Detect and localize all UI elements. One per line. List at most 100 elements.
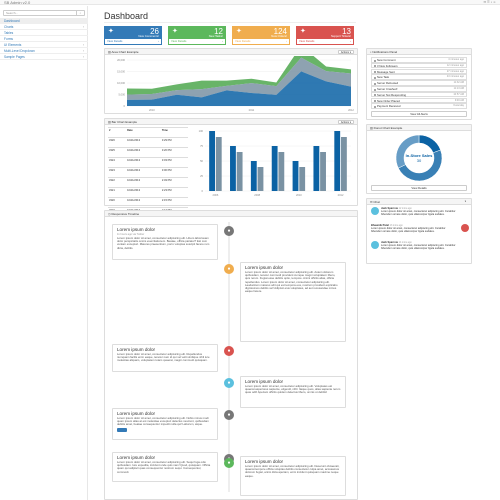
- comments-icon: ✉: [370, 200, 374, 204]
- table-cell: 2:15 PM: [160, 197, 188, 208]
- view-details-label: View Details: [299, 39, 315, 43]
- chat-author: Bhaumik Patel: [371, 224, 389, 227]
- area-chart: 0 5,000 10,000 15,000 20,000 2010 2011 2012: [117, 56, 354, 112]
- notification-time: Yesterday: [452, 104, 464, 108]
- view-details-label: View Details: [107, 39, 123, 43]
- table-cell: 3:29 PM: [160, 137, 188, 148]
- table-row: 3320 10/21/2013 2:15 PM: [108, 197, 188, 208]
- notification-time: 10:57 AM: [453, 92, 464, 96]
- bomb-icon: ●: [224, 346, 234, 356]
- stat-count: 12: [214, 27, 223, 36]
- notification-label: New Comment: [377, 58, 396, 62]
- x-tick-label: 2006: [213, 193, 219, 197]
- sidebar-item-ui-elements[interactable]: UI Elements ‹: [0, 42, 88, 48]
- column-header: Date: [126, 127, 161, 138]
- donut-slice: [395, 134, 420, 169]
- notification-time: 27 minutes ago: [446, 69, 464, 73]
- table-cell: 3322: [108, 177, 127, 188]
- gear-dropdown-button[interactable]: [117, 427, 127, 432]
- area-series: [127, 57, 351, 100]
- sidebar-item-dashboard[interactable]: Dashboard: [0, 18, 88, 24]
- timeline-body: Lorem ipsum dolor sit amet, consectetur …: [245, 384, 341, 395]
- panel-title: Responsive Timeline: [111, 212, 140, 216]
- search-input[interactable]: Search... ⌕: [3, 10, 85, 16]
- table-cell: 3:00 PM: [160, 167, 188, 178]
- user-icon[interactable]: ☺: [492, 0, 496, 4]
- area-series: [127, 56, 351, 95]
- chevron-down-icon[interactable]: ▾: [464, 200, 466, 203]
- notification-item[interactable]: Server Not Responding 10:57 AM: [371, 91, 467, 98]
- panel-heading: ◷ Responsive Timeline: [105, 211, 357, 217]
- notification-item[interactable]: Server Crashed! 11:13 AM: [371, 86, 467, 92]
- timeline-title: Lorem ipsum dolor: [245, 379, 284, 384]
- view-details-link[interactable]: View Details ›: [168, 38, 226, 45]
- x-tick-label: 2012: [348, 108, 354, 112]
- notification-label: New Order Placed: [377, 98, 400, 103]
- avatar: [461, 224, 469, 232]
- credit-card-icon: ●: [224, 264, 234, 274]
- bell-icon[interactable]: ♪: [490, 0, 493, 4]
- tasks-icon[interactable]: ☰: [487, 0, 490, 4]
- sidebar-item-tables[interactable]: Tables: [0, 30, 88, 36]
- chat-time: 14 mins ago: [398, 241, 412, 244]
- stat-count: 13: [342, 27, 351, 36]
- table-cell: 3:20 PM: [160, 147, 188, 158]
- notification-time: 11:13 AM: [453, 87, 464, 90]
- comments-icon: ✦: [108, 28, 114, 35]
- stat-count: 124: [273, 27, 287, 36]
- view-details-link[interactable]: View Details ›: [104, 38, 162, 45]
- chat-text: Lorem ipsum dolor sit amet, consectetur …: [371, 227, 446, 234]
- x-tick-label: 2012: [338, 193, 344, 197]
- donut-chart-panel: ▥ Donut Chart Example In-Store Sales 30 V…: [366, 124, 472, 194]
- table-cell: 2:49 PM: [160, 177, 188, 188]
- timeline-body: Lorem ipsum dolor sit amet, consectetur …: [117, 236, 210, 250]
- view-all-alerts-button[interactable]: View All Alerts: [371, 111, 467, 117]
- notification-label: Server Not Responding: [377, 92, 407, 97]
- chat-time: 13 mins ago: [389, 224, 403, 227]
- area-chart-panel: ▥ Area Chart Example Actions ▾ 0 5,000 10,…: [104, 48, 358, 114]
- notification-label: Payment Received: [377, 104, 401, 109]
- notification-item[interactable]: Server Rebooted 11:32 AM: [371, 80, 467, 86]
- notification-icon: [373, 105, 376, 108]
- chevron-icon: ‹: [82, 49, 84, 53]
- sidebar-item-charts[interactable]: Charts ‹: [0, 24, 88, 30]
- notification-item[interactable]: New Comment 4 minutes ago: [371, 57, 467, 63]
- notification-item[interactable]: New Order Placed 9:49 AM: [371, 97, 467, 104]
- table-cell: 10/21/2013: [126, 147, 161, 158]
- view-details-button[interactable]: View Details: [371, 185, 467, 191]
- x-tick-label: 2010: [296, 193, 302, 197]
- table-row: 3322 10/21/2013 2:49 PM: [108, 177, 188, 188]
- notification-item[interactable]: Payment Received Yesterday: [371, 103, 467, 109]
- chat-author: Jack Sparrow: [381, 241, 398, 244]
- notification-item[interactable]: 3 New Followers 12 minutes ago: [371, 62, 467, 69]
- notification-item[interactable]: Message Sent 27 minutes ago: [371, 68, 467, 75]
- notification-icon: [373, 100, 376, 103]
- panel-heading: ♪ Notifications Panel: [367, 49, 471, 55]
- notification-label: New Task: [377, 75, 390, 80]
- arrow-circle-right-icon: ›: [350, 39, 351, 43]
- view-details-link[interactable]: View Details ›: [232, 38, 290, 45]
- bar: [250, 161, 257, 191]
- view-details-link[interactable]: View Details ›: [296, 38, 354, 45]
- notification-time: 12 minutes ago: [446, 63, 464, 67]
- actions-label: Actions: [340, 121, 350, 124]
- actions-dropdown[interactable]: Actions ▾: [337, 50, 354, 54]
- panel-heading: ▥ Bar Chart Example Actions ▾: [105, 119, 357, 125]
- brand-link[interactable]: SB Admin v2.0: [4, 0, 31, 5]
- notification-item[interactable]: New Task 43 minutes ago: [371, 74, 467, 80]
- actions-dropdown[interactable]: Actions ▾: [337, 120, 354, 124]
- envelope-icon[interactable]: ✉: [483, 0, 487, 4]
- panel-title: Donut Chart Example: [373, 126, 403, 130]
- bar-chart-panel: ▥ Bar Chart Example Actions ▾ # Date Time 3…: [104, 118, 358, 218]
- search-icon[interactable]: ⌕: [76, 11, 84, 16]
- timeline-subtitle: 11 hours ago via Twitter: [117, 233, 145, 236]
- timeline-body: Lorem ipsum dolor sit amet, consectetur …: [117, 460, 211, 474]
- sidebar-item-multi-level[interactable]: Multi-Level Dropdown ‹: [0, 48, 88, 54]
- y-tick-label: 75: [200, 144, 203, 148]
- sidebar-item-forms[interactable]: Forms: [0, 36, 88, 42]
- chat-message: Bhaumik Patel 13 mins ago Lorem ipsum dol…: [371, 224, 457, 233]
- donut-center-label: In-Store Sales: [406, 153, 433, 158]
- bar: [278, 152, 285, 191]
- sidebar-item-sample-pages[interactable]: Sample Pages ‹: [0, 54, 88, 60]
